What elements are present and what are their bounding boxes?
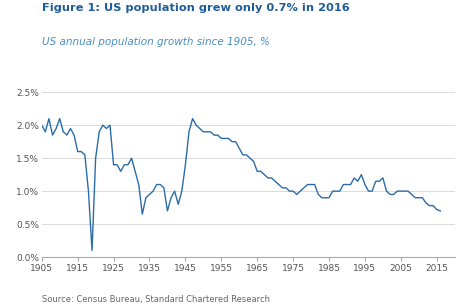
Text: Source: Census Bureau, Standard Chartered Research: Source: Census Bureau, Standard Chartere… — [42, 296, 269, 304]
Text: US annual population growth since 1905, %: US annual population growth since 1905, … — [42, 37, 269, 47]
Text: Figure 1: US population grew only 0.7% in 2016: Figure 1: US population grew only 0.7% i… — [42, 3, 349, 13]
